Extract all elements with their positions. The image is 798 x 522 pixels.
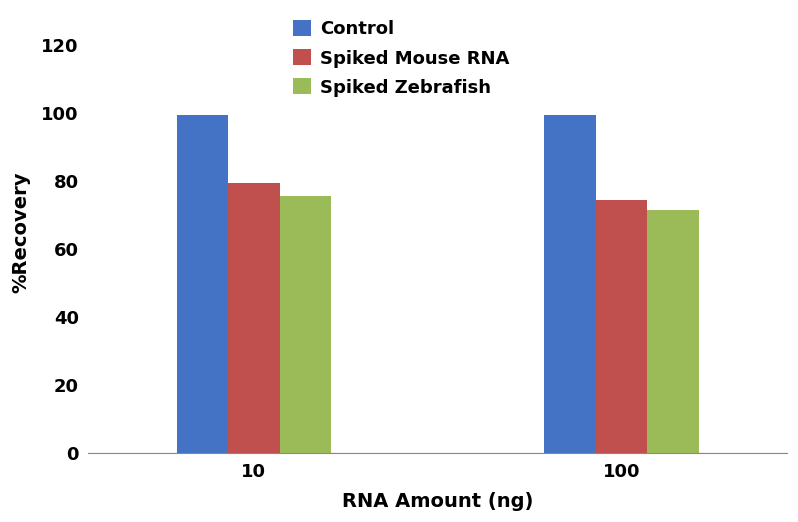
Legend: Control, Spiked Mouse RNA, Spiked Zebrafish: Control, Spiked Mouse RNA, Spiked Zebraf…: [293, 20, 509, 97]
Y-axis label: %Recovery: %Recovery: [11, 171, 30, 293]
X-axis label: RNA Amount (ng): RNA Amount (ng): [342, 492, 533, 511]
Bar: [176, 115, 228, 453]
Bar: [596, 200, 647, 453]
Bar: [228, 183, 279, 453]
Bar: [647, 210, 699, 453]
Bar: [279, 196, 331, 453]
Bar: [544, 115, 596, 453]
